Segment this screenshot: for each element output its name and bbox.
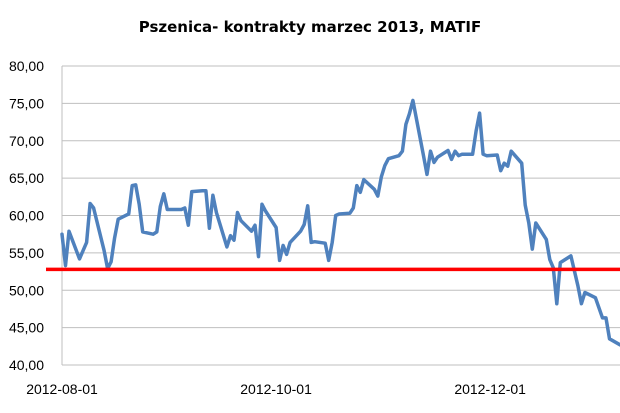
- y-tick-label: 65,00: [9, 170, 44, 186]
- x-axis-ticks: 2012-08-01 2012-10-01 2012-12-01: [26, 381, 526, 397]
- x-tick-label: 2012-08-01: [26, 381, 98, 397]
- x-tick-label: 2012-12-01: [454, 381, 526, 397]
- y-tick-label: 55,00: [9, 245, 44, 261]
- y-tick-label: 70,00: [9, 133, 44, 149]
- y-tick-label: 45,00: [9, 320, 44, 336]
- chart-title: Pszenica- kontrakty marzec 2013, MATIF: [139, 18, 482, 36]
- y-axis-ticks: 40,00 45,00 50,00 55,00 60,00 65,00 70,00 75,00…: [9, 58, 44, 373]
- x-tick-label: 2012-10-01: [240, 381, 312, 397]
- series-layer: [60, 98, 620, 347]
- series-line: [60, 98, 620, 347]
- y-tick-label: 50,00: [9, 282, 44, 298]
- y-tick-label: 75,00: [9, 95, 44, 111]
- y-tick-label: 60,00: [9, 208, 44, 224]
- y-tick-label: 40,00: [9, 357, 44, 373]
- y-tick-label: 80,00: [9, 58, 44, 74]
